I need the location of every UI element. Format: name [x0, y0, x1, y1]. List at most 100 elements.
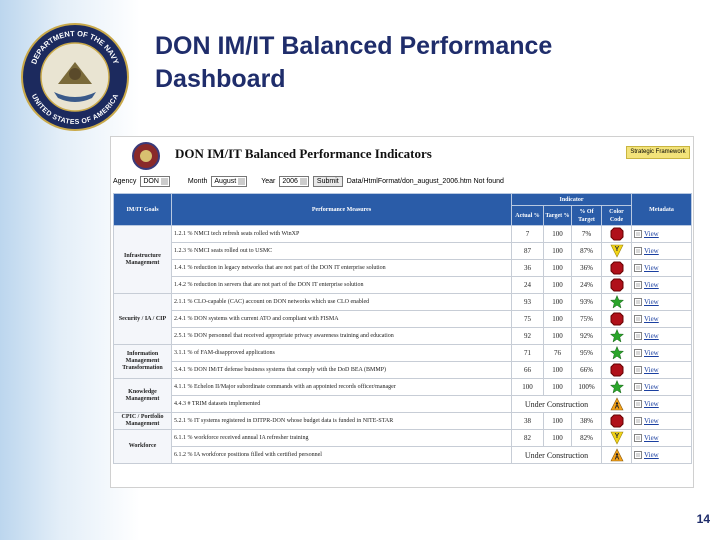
doc-icon — [634, 400, 642, 409]
target-cell: 100 — [543, 310, 572, 328]
view-link[interactable]: View — [644, 450, 659, 459]
table-row: CPIC / Portfolio Management 5.2.1 % IT sy… — [113, 412, 692, 430]
view-link[interactable]: View — [644, 263, 659, 272]
of-target-cell: 95% — [571, 344, 602, 362]
agency-select[interactable]: DON — [140, 175, 170, 187]
metadata-cell: View — [631, 310, 692, 328]
color-code-cell — [601, 361, 632, 379]
target-cell: 100 — [543, 361, 572, 379]
view-link[interactable]: View — [644, 246, 659, 255]
status-icon-red — [610, 227, 623, 241]
month-label: Month — [187, 177, 208, 185]
filter-form: Agency DON Month August Year 2006 Submit… — [113, 174, 689, 188]
doc-icon — [634, 247, 642, 256]
status-letter: Y — [614, 433, 619, 440]
doc-icon — [634, 349, 642, 358]
doc-icon — [634, 281, 642, 290]
actual-cell: 100 — [511, 378, 544, 396]
year-select[interactable]: 2006 — [279, 175, 309, 187]
status-icon-red — [610, 363, 623, 377]
table-row: 1.2.3 % NMCI seats rolled out to USMC 87 1… — [114, 242, 692, 260]
color-code-cell: Y — [601, 242, 632, 260]
actual-cell: 92 — [511, 327, 544, 345]
target-cell: 100 — [543, 412, 572, 430]
view-link[interactable]: View — [644, 331, 659, 340]
view-link[interactable]: View — [644, 348, 659, 357]
color-code-cell — [601, 344, 632, 362]
measure-cell: 2.5.1 % DON personnel that received appr… — [171, 327, 512, 345]
dashboard-screenshot: DON IM/IT Balanced Performance Indicator… — [110, 136, 694, 488]
actual-cell: 75 — [511, 310, 544, 328]
actual-cell: 71 — [511, 344, 544, 362]
doc-icon — [634, 366, 642, 375]
table-row: 6.1.2 % IA workforce positions filled wi… — [114, 446, 692, 464]
target-cell: 100 — [543, 429, 572, 447]
strategic-framework-button[interactable]: Strategic Framework — [626, 146, 690, 159]
agency-label: Agency — [113, 177, 137, 185]
view-link[interactable]: View — [644, 382, 659, 391]
doc-icon — [634, 315, 642, 324]
status-letter: Y — [614, 246, 619, 253]
year-label: Year — [261, 177, 276, 185]
note-cell: Under Construction — [511, 395, 602, 413]
metadata-cell: View — [631, 242, 692, 260]
color-code-cell — [601, 276, 632, 294]
doc-icon — [634, 383, 642, 392]
actual-cell: 82 — [511, 429, 544, 447]
target-cell: 100 — [543, 378, 572, 396]
status-icon-red — [610, 414, 623, 428]
doc-icon — [634, 417, 642, 426]
measure-cell: 4.4.3 # TRIM datasets implemented — [171, 395, 512, 413]
actual-cell: 93 — [511, 293, 544, 311]
doc-icon — [634, 298, 642, 307]
table-row: 2.4.1 % DON systems with current ATO and… — [114, 310, 692, 328]
of-target-cell: 92% — [571, 327, 602, 345]
metadata-cell: View — [631, 276, 692, 294]
view-link[interactable]: View — [644, 365, 659, 374]
measure-cell: 2.1.1 % CLO-capable (CAC) account on DON… — [171, 293, 512, 311]
actual-cell: 87 — [511, 242, 544, 260]
table-row: 1.4.2 % reduction in servers that are no… — [114, 276, 692, 294]
status-icon-green — [609, 379, 624, 394]
table-row: 1.4.1 % reduction in legacy networks tha… — [114, 259, 692, 277]
header-measures: Performance Measures — [171, 193, 512, 226]
metadata-cell: View — [631, 259, 692, 277]
status-icon-construction — [610, 448, 623, 462]
goal-cell: CPIC / Portfolio Management — [113, 412, 172, 430]
measure-cell: 1.2.1 % NMCI tech refresh seats rolled w… — [171, 225, 512, 243]
measure-cell: 2.4.1 % DON systems with current ATO and… — [171, 310, 512, 328]
status-message: Data/HtmlFormat/don_august_2006.htm Not … — [346, 177, 504, 185]
color-code-cell — [601, 225, 632, 243]
goal-cell: Infrastructure Management — [113, 225, 172, 294]
goal-cell: Knowledge Management — [113, 378, 172, 413]
view-link[interactable]: View — [644, 229, 659, 238]
view-link[interactable]: View — [644, 433, 659, 442]
indicator-table: IM/IT Goals Performance Measures Indicat… — [113, 193, 692, 464]
month-select[interactable]: August — [211, 175, 248, 187]
measure-cell: 4.1.1 % Echelon II/Major subordinate com… — [171, 378, 512, 396]
of-target-cell: 24% — [571, 276, 602, 294]
view-link[interactable]: View — [644, 416, 659, 425]
submit-button[interactable]: Submit — [312, 175, 343, 187]
doc-icon — [634, 264, 642, 273]
status-icon-red — [610, 278, 623, 292]
color-code-cell — [601, 412, 632, 430]
target-cell: 100 — [543, 259, 572, 277]
of-target-cell: 75% — [571, 310, 602, 328]
status-icon-construction — [610, 397, 623, 411]
view-link[interactable]: View — [644, 297, 659, 306]
measure-cell: 1.4.2 % reduction in servers that are no… — [171, 276, 512, 294]
table-row: Knowledge Management 4.1.1 % Echelon II/M… — [113, 378, 692, 413]
table-row: Workforce 6.1.1 % workforce received annu… — [113, 429, 692, 464]
target-cell: 100 — [543, 293, 572, 311]
target-cell: 100 — [543, 242, 572, 260]
actual-cell: 66 — [511, 361, 544, 379]
color-code-cell — [601, 446, 632, 464]
of-target-cell: 87% — [571, 242, 602, 260]
measure-cell: 1.2.3 % NMCI seats rolled out to USMC — [171, 242, 512, 260]
view-link[interactable]: View — [644, 280, 659, 289]
color-code-cell — [601, 395, 632, 413]
view-link[interactable]: View — [644, 399, 659, 408]
doc-icon — [634, 434, 642, 443]
view-link[interactable]: View — [644, 314, 659, 323]
